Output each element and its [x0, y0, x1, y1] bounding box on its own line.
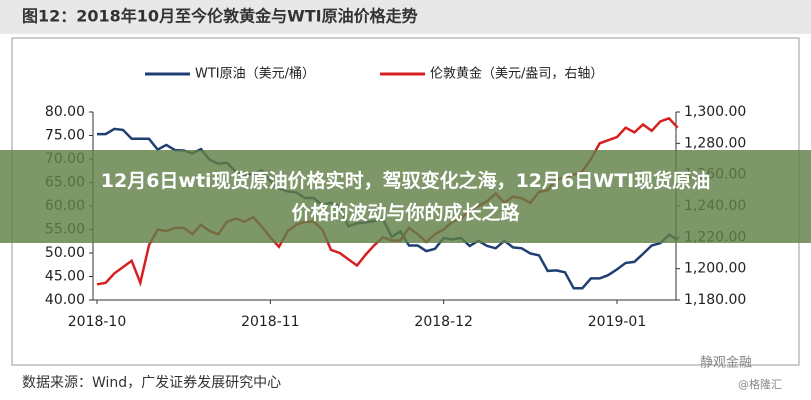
y2-tick-label: 1,300.00 [684, 104, 746, 120]
banner: 12月6日wti现货原油价格实时，驾驭变化之海，12月6日WTI现货原油价格的波… [0, 150, 811, 243]
source: 数据来源：Wind，广发证券发展研究中心 [22, 375, 281, 391]
y-tick-label: 40.00 [45, 292, 85, 308]
watermark: 静观金融 [700, 355, 752, 371]
chart-title: 图12：2018年10月至今伦敦黄金与WTI原油价格走势 [22, 7, 418, 26]
x-tick-label: 2018-11 [241, 314, 300, 330]
y-tick-label: 80.00 [45, 104, 85, 120]
x-tick-label: 2018-12 [414, 314, 473, 330]
title-bar [0, 0, 811, 34]
legend-label: 伦敦黄金（美元/盎司，右轴） [430, 66, 603, 82]
x-tick-label: 2019-01 [588, 314, 647, 330]
y-tick-label: 45.00 [45, 269, 85, 285]
banner-text: 12月6日wti现货原油价格实时，驾驭变化之海，12月6日WTI现货原油价格的波… [100, 169, 711, 224]
y-tick-label: 75.00 [45, 128, 85, 144]
watermark: @格隆汇 [738, 377, 782, 391]
y2-tick-label: 1,280.00 [684, 135, 746, 151]
x-tick-label: 2018-10 [68, 314, 127, 330]
y2-tick-label: 1,180.00 [684, 292, 746, 308]
y-tick-label: 50.00 [45, 245, 85, 261]
legend-label: WTI原油（美元/桶） [195, 67, 315, 82]
y2-tick-label: 1,200.00 [684, 261, 746, 277]
